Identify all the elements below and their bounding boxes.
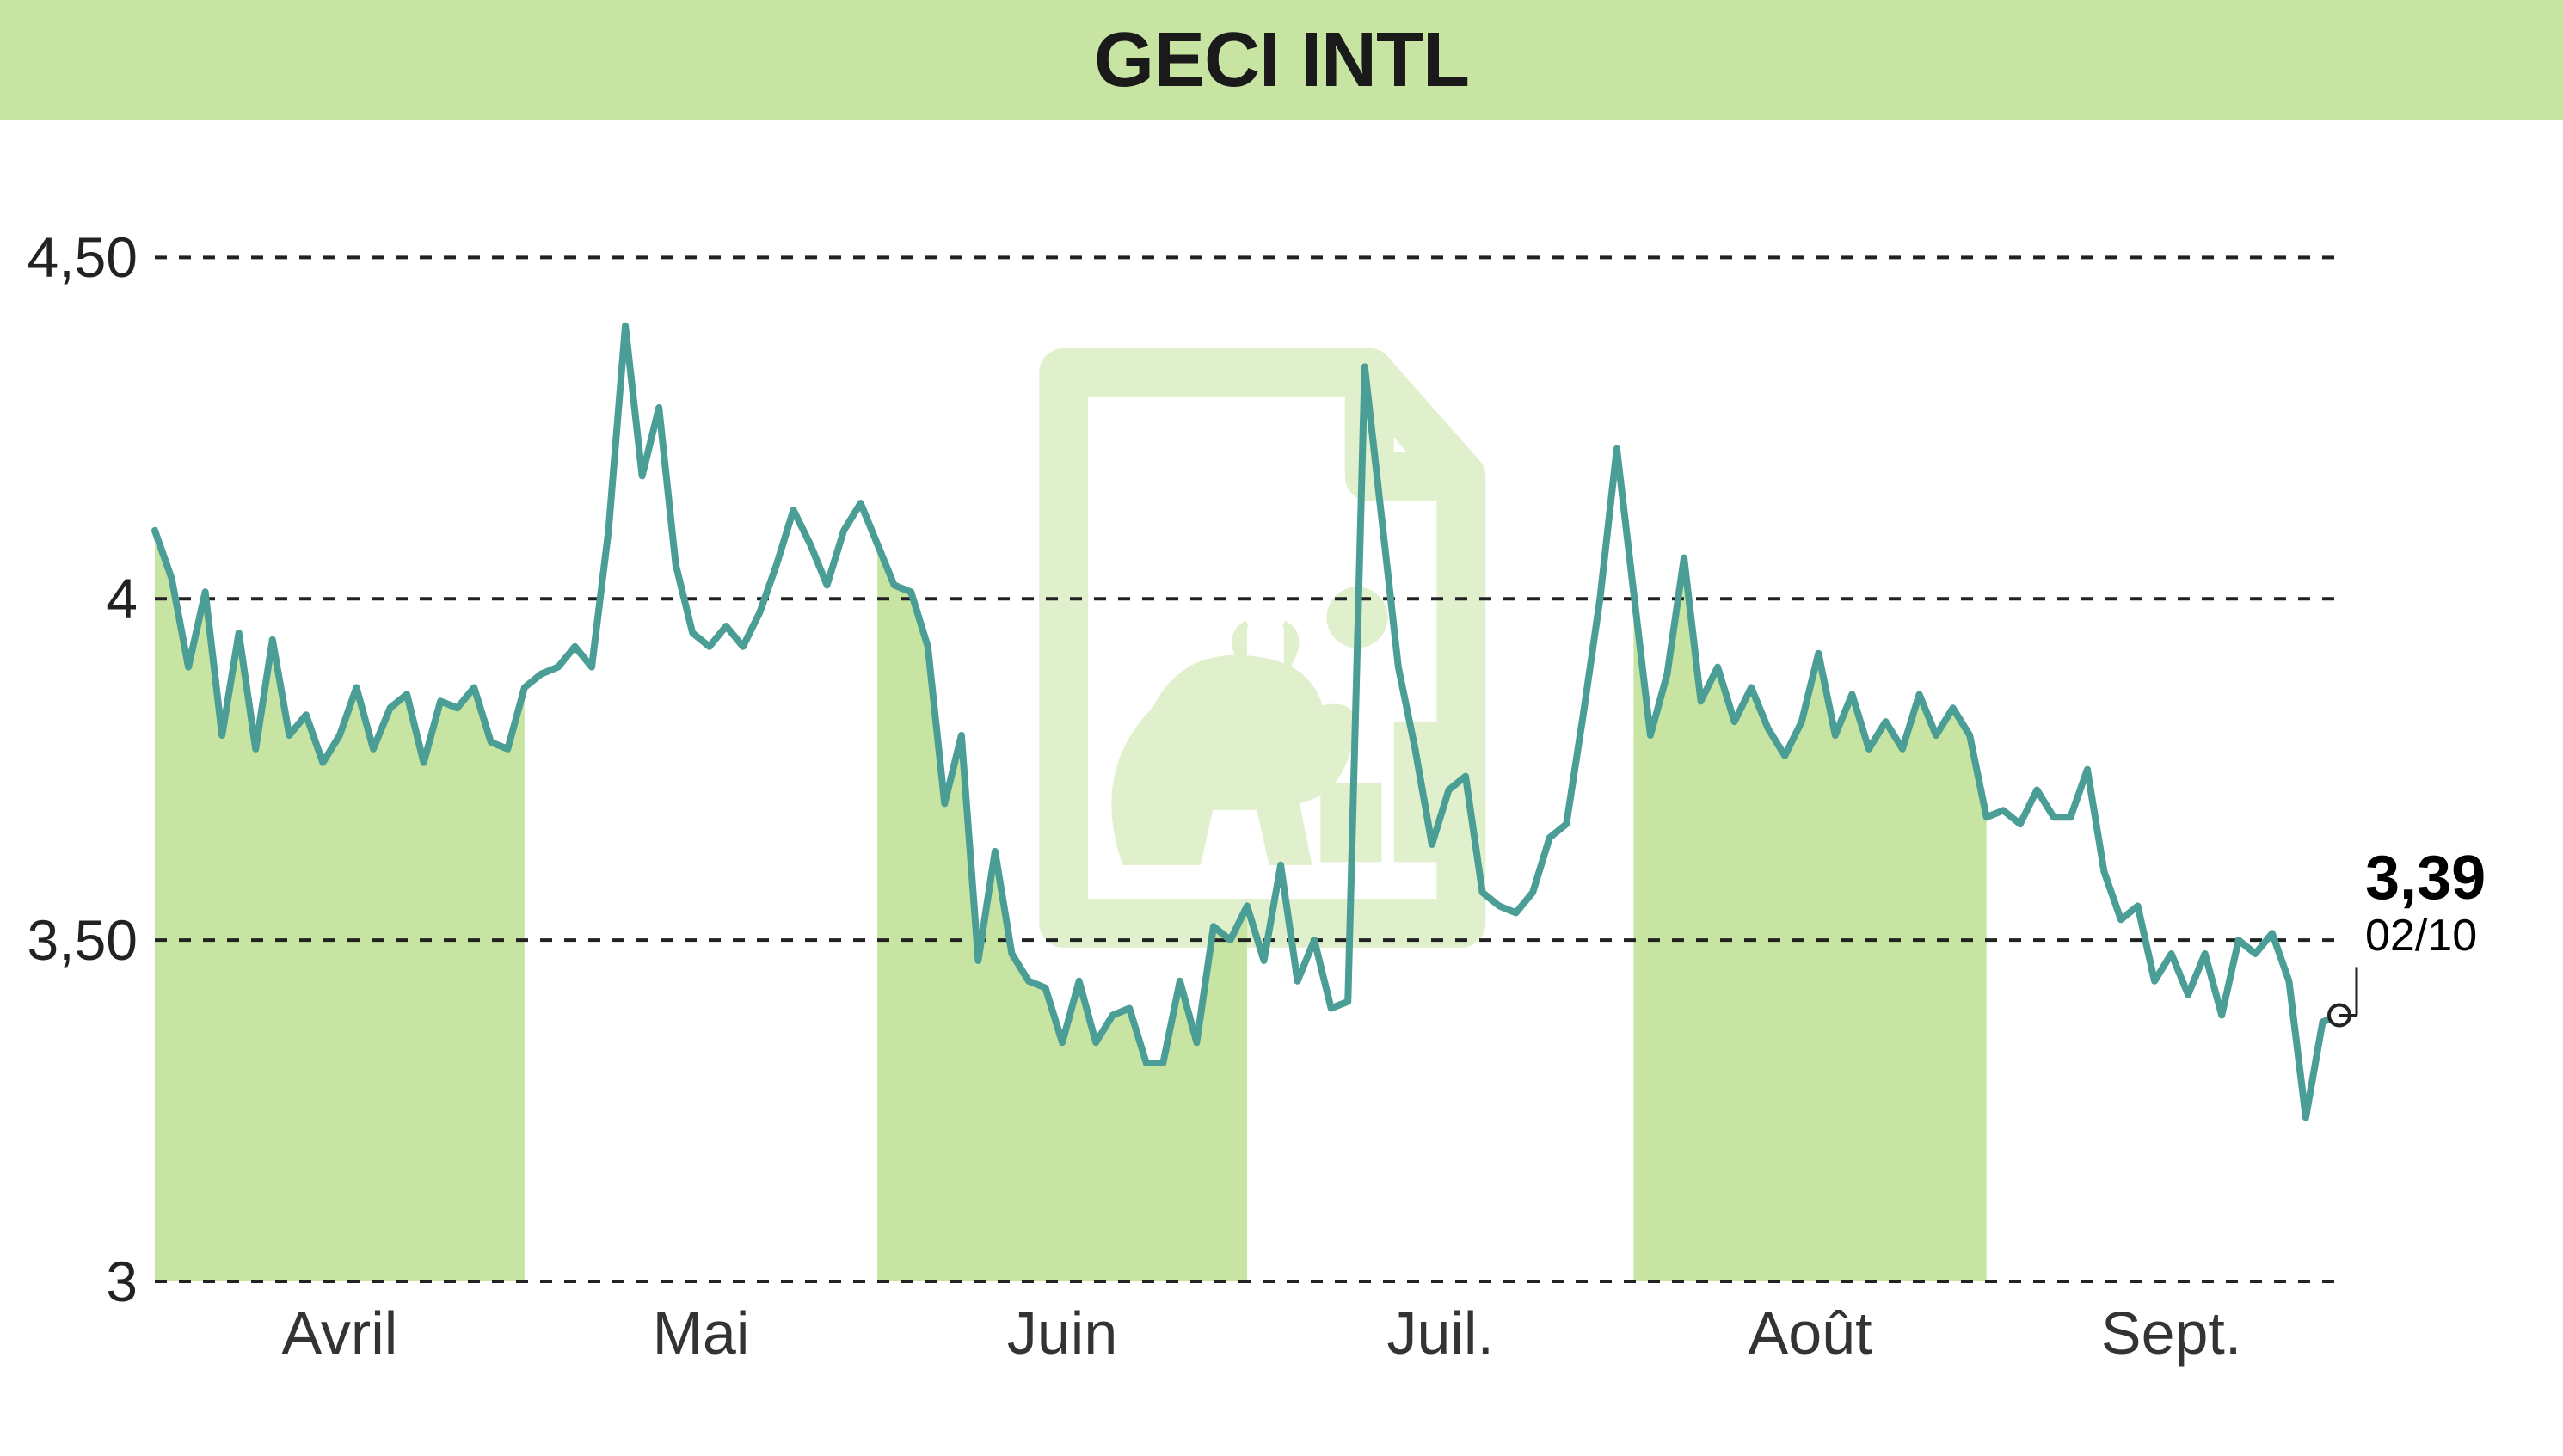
last-price-label: 3,39 bbox=[2339, 843, 2486, 913]
y-tick-label: 3,50 bbox=[28, 907, 155, 973]
x-tick-label: Juin bbox=[1007, 1281, 1117, 1367]
chart-plot-area: 33,5044,50 AvrilMaiJuinJuil.AoûtSept. 3,… bbox=[155, 189, 2339, 1281]
watermark-icon bbox=[990, 342, 1503, 954]
stock-chart-card: GECI INTL 33,5044,50 AvrilMaiJuinJuil.Ao… bbox=[0, 0, 2563, 1456]
y-tick-label: 4 bbox=[106, 566, 155, 631]
x-tick-label: Avril bbox=[282, 1281, 398, 1367]
chart-svg bbox=[155, 189, 2339, 1281]
chart-title-text: GECI INTL bbox=[1094, 17, 1469, 103]
chart-title-bar: GECI INTL bbox=[0, 0, 2563, 120]
x-tick-label: Juil. bbox=[1386, 1281, 1493, 1367]
y-tick-label: 3 bbox=[106, 1249, 155, 1314]
x-tick-label: Août bbox=[1749, 1281, 1872, 1367]
x-tick-label: Mai bbox=[653, 1281, 750, 1367]
y-tick-label: 4,50 bbox=[28, 224, 155, 290]
x-tick-label: Sept. bbox=[2101, 1281, 2241, 1367]
last-price-date: 02/10 bbox=[2339, 910, 2477, 961]
